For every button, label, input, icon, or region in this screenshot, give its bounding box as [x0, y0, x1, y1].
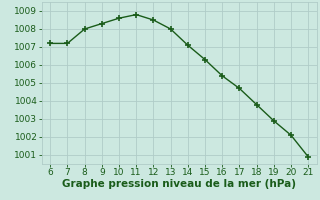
X-axis label: Graphe pression niveau de la mer (hPa): Graphe pression niveau de la mer (hPa): [62, 179, 296, 189]
